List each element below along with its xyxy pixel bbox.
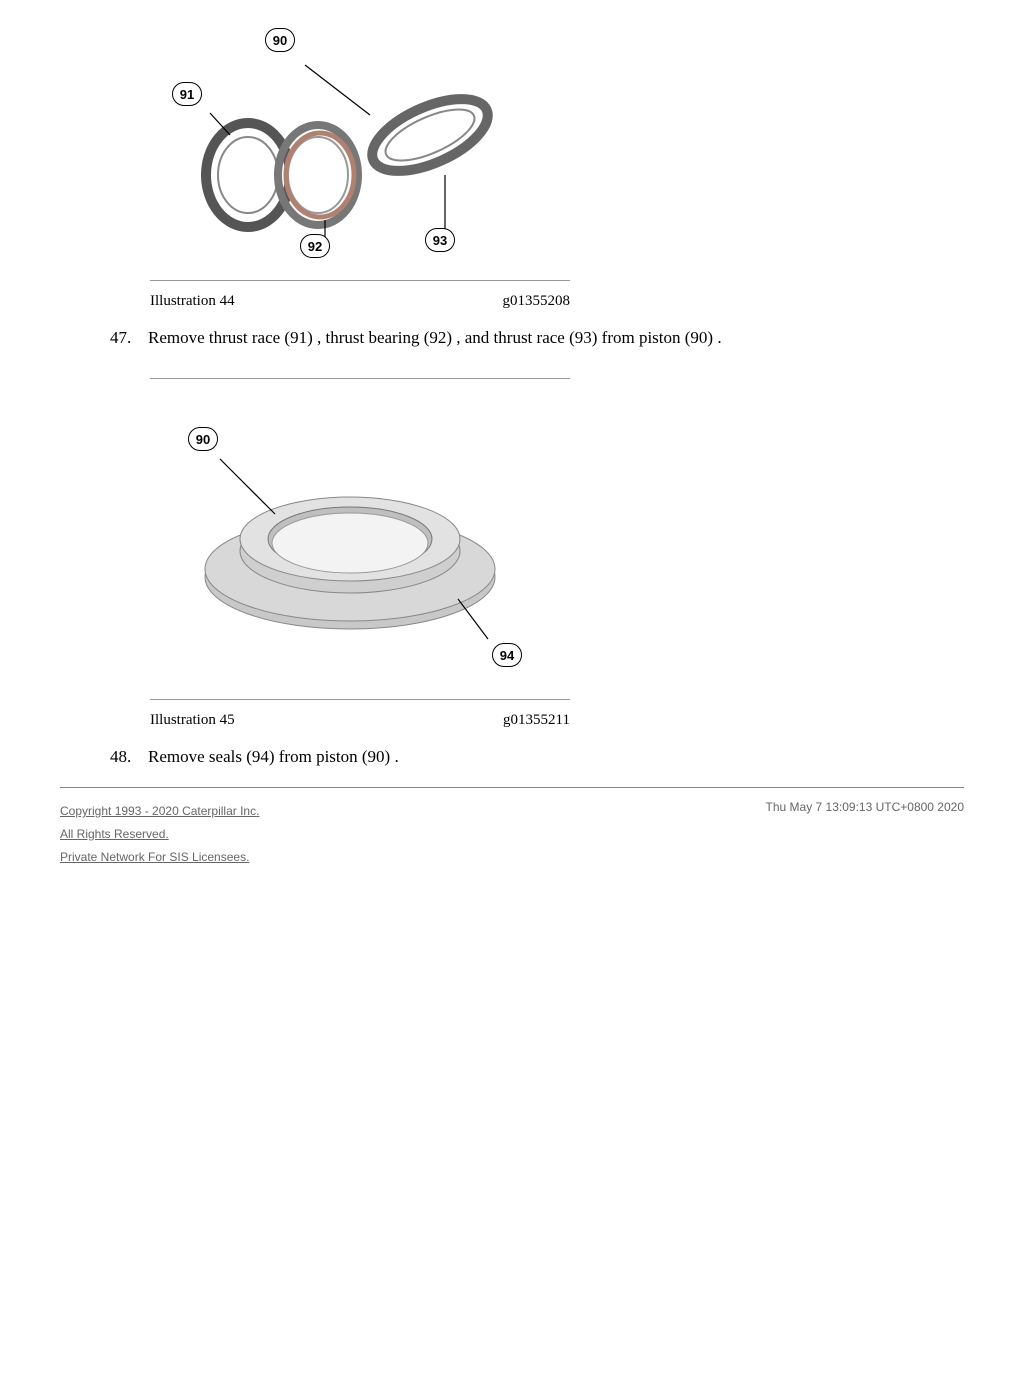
- page-footer: Copyright 1993 - 2020 Caterpillar Inc. A…: [60, 800, 964, 868]
- figure-44-block: 90 91 92 93 Illustration 44 g01355208: [150, 20, 964, 310]
- callout-90-b: 90: [188, 427, 218, 451]
- footer-rule: [60, 787, 964, 788]
- figure-45-caption: Illustration 45 g01355211: [150, 699, 570, 729]
- footer-timestamp: Thu May 7 13:09:13 UTC+0800 2020: [766, 800, 964, 868]
- figure-44-caption: Illustration 44 g01355208: [150, 280, 570, 310]
- figure-44-image: 90 91 92 93: [150, 20, 550, 260]
- step-48-number: 48.: [110, 747, 148, 767]
- figure-45-image: 90 94: [150, 409, 550, 679]
- callout-91: 91: [172, 82, 202, 106]
- callout-90: 90: [265, 28, 295, 52]
- callout-93: 93: [425, 228, 455, 252]
- callout-94: 94: [492, 643, 522, 667]
- callout-92: 92: [300, 234, 330, 258]
- parts-diagram-45: [160, 414, 540, 674]
- step-47-number: 47.: [110, 328, 148, 348]
- footer-left: Copyright 1993 - 2020 Caterpillar Inc. A…: [60, 800, 259, 868]
- figure-45-block: 90 94 Illustration 45 g01355211: [150, 409, 964, 729]
- illustration-44-label: Illustration 44: [150, 293, 235, 310]
- step-47: 47. Remove thrust race (91) , thrust bea…: [110, 328, 964, 348]
- step-47-text: Remove thrust race (91) , thrust bearing…: [148, 328, 964, 348]
- illustration-44-id: g01355208: [503, 293, 571, 310]
- illustration-45-label: Illustration 45: [150, 712, 235, 729]
- parts-diagram-44: [170, 25, 530, 255]
- step-48: 48. Remove seals (94) from piston (90) .: [110, 747, 964, 767]
- copyright-link[interactable]: Copyright 1993 - 2020 Caterpillar Inc.: [60, 800, 259, 823]
- step-48-text: Remove seals (94) from piston (90) .: [148, 747, 964, 767]
- figure-45-top-rule: [150, 378, 570, 379]
- rights-link[interactable]: All Rights Reserved.: [60, 823, 259, 846]
- illustration-45-id: g01355211: [503, 712, 570, 729]
- network-link[interactable]: Private Network For SIS Licensees.: [60, 846, 259, 869]
